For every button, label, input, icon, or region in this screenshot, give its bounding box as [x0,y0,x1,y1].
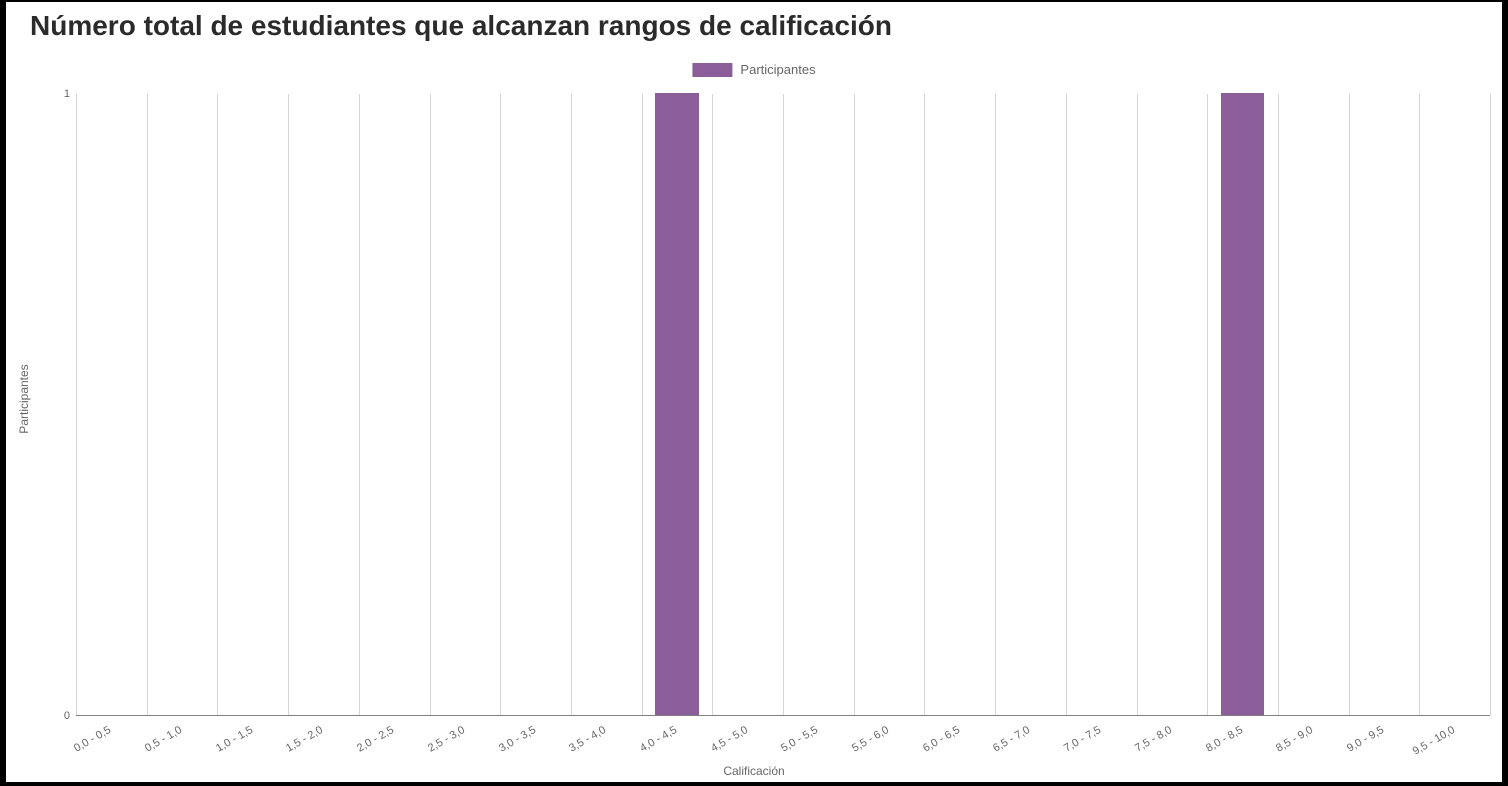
gridline [430,94,431,715]
gridline [1278,94,1279,715]
x-tick-label: 9,5 - 10,0 [1410,724,1456,758]
x-axis-title: Calificación [723,764,784,778]
x-tick-label: 0,0 - 0,5 [72,724,113,755]
legend-label: Participantes [740,62,815,77]
x-tick-label: 4,0 - 4,5 [638,724,679,755]
x-tick-label: 6,0 - 6,5 [921,724,962,755]
x-tick-label: 9,0 - 9,5 [1345,724,1386,755]
gridline [1419,94,1420,715]
gridline [1207,94,1208,715]
chart-title: Número total de estudiantes que alcanzan… [30,10,892,42]
x-tick-label: 7,5 - 8,0 [1133,724,1174,755]
chart-legend: Participantes [692,62,815,77]
x-tick-label: 1,5 - 2,0 [284,724,325,755]
x-tick-label: 2,0 - 2,5 [355,724,396,755]
gridline [147,94,148,715]
gridline [1349,94,1350,715]
x-tick-label: 3,0 - 3,5 [497,724,538,755]
gridline [783,94,784,715]
x-tick-label: 6,5 - 7,0 [991,724,1032,755]
x-tick-label: 1,0 - 1,5 [214,724,255,755]
x-tick-label: 3,5 - 4,0 [567,724,608,755]
chart-panel: Número total de estudiantes que alcanzan… [6,2,1502,782]
x-tick-label: 8,0 - 8,5 [1204,724,1245,755]
x-tick-label: 7,0 - 7,5 [1062,724,1103,755]
gridline [571,94,572,715]
gridline [288,94,289,715]
x-tick-label: 4,5 - 5,0 [709,724,750,755]
gridline [995,94,996,715]
y-tick-label: 1 [56,88,70,100]
gridline [642,94,643,715]
x-tick-label: 8,5 - 9,0 [1274,724,1315,755]
gridline [217,94,218,715]
x-tick-label: 5,5 - 6,0 [850,724,891,755]
gridline [924,94,925,715]
y-axis-title: Participantes [17,364,31,433]
gridline [854,94,855,715]
gridline [1066,94,1067,715]
x-tick-label: 0,5 - 1,0 [143,724,184,755]
plot-area [76,94,1490,716]
x-tick-label: 5,0 - 5,5 [779,724,820,755]
gridline [500,94,501,715]
x-tick-label: 2,5 - 3,0 [426,724,467,755]
gridline [1137,94,1138,715]
bar [655,93,699,715]
bar [1221,93,1265,715]
gridline [76,94,77,715]
gridline [359,94,360,715]
y-tick-label: 0 [56,710,70,722]
gridline [712,94,713,715]
legend-swatch [692,63,732,77]
gridline [1490,94,1491,715]
